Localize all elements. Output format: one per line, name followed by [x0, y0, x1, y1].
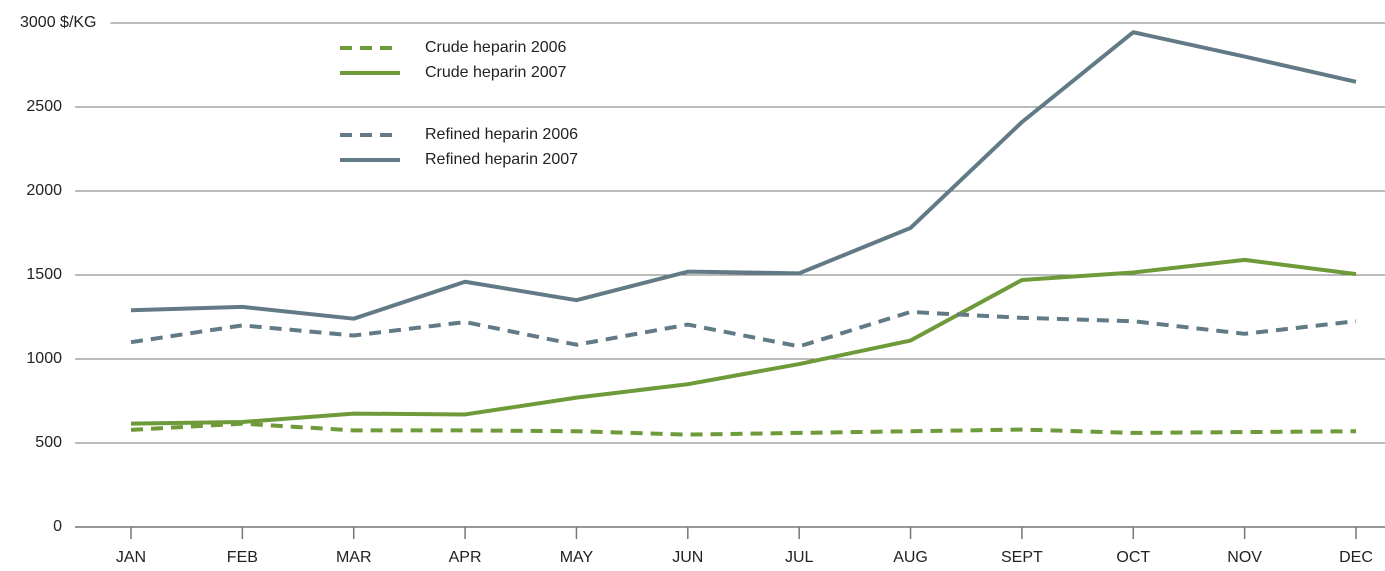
legend-label: Refined heparin 2007 — [425, 151, 578, 168]
line-series — [130, 309, 1357, 349]
line-series — [130, 257, 1357, 426]
legend-label: Crude heparin 2006 — [425, 39, 567, 56]
y-tick-label: 2500 — [26, 98, 62, 115]
y-tick-label: 1000 — [26, 350, 62, 367]
y-tick-label: 500 — [35, 434, 62, 451]
y-tick-label: 1500 — [26, 266, 62, 283]
x-tick-label: AUG — [893, 549, 928, 566]
x-tick-label: MAR — [336, 549, 372, 566]
y-tick-label: 2000 — [26, 182, 62, 199]
legend-label: Crude heparin 2007 — [425, 64, 567, 81]
x-tick-label: JUN — [672, 549, 703, 566]
x-tick-label: APR — [449, 549, 482, 566]
x-tick-label: OCT — [1116, 549, 1150, 566]
y-tick-label: 3000 $/KG — [20, 14, 97, 31]
x-tick-label: NOV — [1227, 549, 1262, 566]
y-tick-label: 0 — [53, 518, 62, 535]
x-tick-label: JUL — [785, 549, 814, 566]
x-tick-label: SEPT — [1001, 549, 1043, 566]
x-tick-label: MAY — [560, 549, 594, 566]
legend-label: Refined heparin 2006 — [425, 126, 578, 143]
line-series — [130, 421, 1357, 437]
x-tick-label: FEB — [227, 549, 258, 566]
line-series — [130, 30, 1357, 321]
x-tick-label: DEC — [1339, 549, 1373, 566]
x-tick-label: JAN — [116, 549, 146, 566]
